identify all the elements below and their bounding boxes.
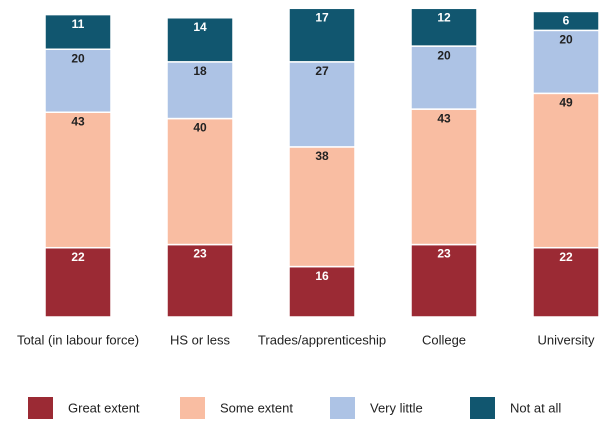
value-label: 18 bbox=[193, 64, 207, 78]
bar-segment bbox=[166, 243, 234, 318]
value-label: 14 bbox=[193, 20, 207, 34]
bar-segment bbox=[44, 48, 112, 113]
value-label: 20 bbox=[437, 48, 451, 62]
bar-segment bbox=[166, 117, 234, 246]
bar-segment bbox=[288, 61, 356, 148]
bar-segment bbox=[44, 13, 112, 51]
value-label: 38 bbox=[315, 149, 329, 163]
legend-swatch bbox=[330, 397, 355, 419]
x-tick-label: Total (in labour force) bbox=[17, 332, 139, 347]
bar-segment bbox=[410, 45, 478, 110]
x-tick-label: Trades/apprenticeship bbox=[258, 332, 386, 347]
value-label: 16 bbox=[315, 269, 329, 283]
bar-segment bbox=[532, 92, 599, 249]
x-tick-label: HS or less bbox=[170, 332, 230, 347]
x-tick-label: College bbox=[422, 332, 466, 347]
value-label: 22 bbox=[559, 250, 573, 264]
value-label: 43 bbox=[437, 111, 451, 125]
bar-segment bbox=[532, 10, 599, 32]
bar-segment bbox=[288, 7, 356, 63]
legend-swatch bbox=[470, 397, 495, 419]
bar-segment bbox=[410, 243, 478, 318]
bar-segment bbox=[44, 246, 112, 318]
bar-segment bbox=[44, 111, 112, 249]
bar-segment bbox=[410, 108, 478, 246]
value-label: 43 bbox=[71, 114, 85, 128]
legend-swatch bbox=[180, 397, 205, 419]
value-label: 22 bbox=[71, 250, 85, 264]
legend-label: Very little bbox=[370, 400, 423, 415]
legend-label: Some extent bbox=[220, 400, 293, 415]
bar-segment bbox=[166, 17, 234, 63]
value-label: 11 bbox=[72, 17, 85, 31]
bar-segment bbox=[410, 7, 478, 47]
value-label: 23 bbox=[193, 247, 207, 261]
bar-segment bbox=[532, 29, 599, 95]
value-label: 12 bbox=[437, 10, 451, 24]
value-label: 40 bbox=[193, 121, 207, 135]
bar-segment bbox=[532, 246, 599, 318]
value-label: 6 bbox=[563, 14, 570, 28]
x-tick-label: University bbox=[537, 332, 595, 347]
value-label: 20 bbox=[559, 33, 573, 47]
value-label: 17 bbox=[315, 10, 329, 24]
bar-segment bbox=[288, 265, 356, 318]
legend-swatch bbox=[28, 397, 53, 419]
bar-segment bbox=[166, 61, 234, 120]
value-label: 49 bbox=[559, 96, 573, 110]
bar-segment bbox=[288, 146, 356, 268]
value-label: 27 bbox=[315, 64, 329, 78]
legend-label: Not at all bbox=[510, 400, 561, 415]
value-label: 20 bbox=[71, 51, 85, 65]
value-label: 23 bbox=[437, 247, 451, 261]
legend-label: Great extent bbox=[68, 400, 140, 415]
